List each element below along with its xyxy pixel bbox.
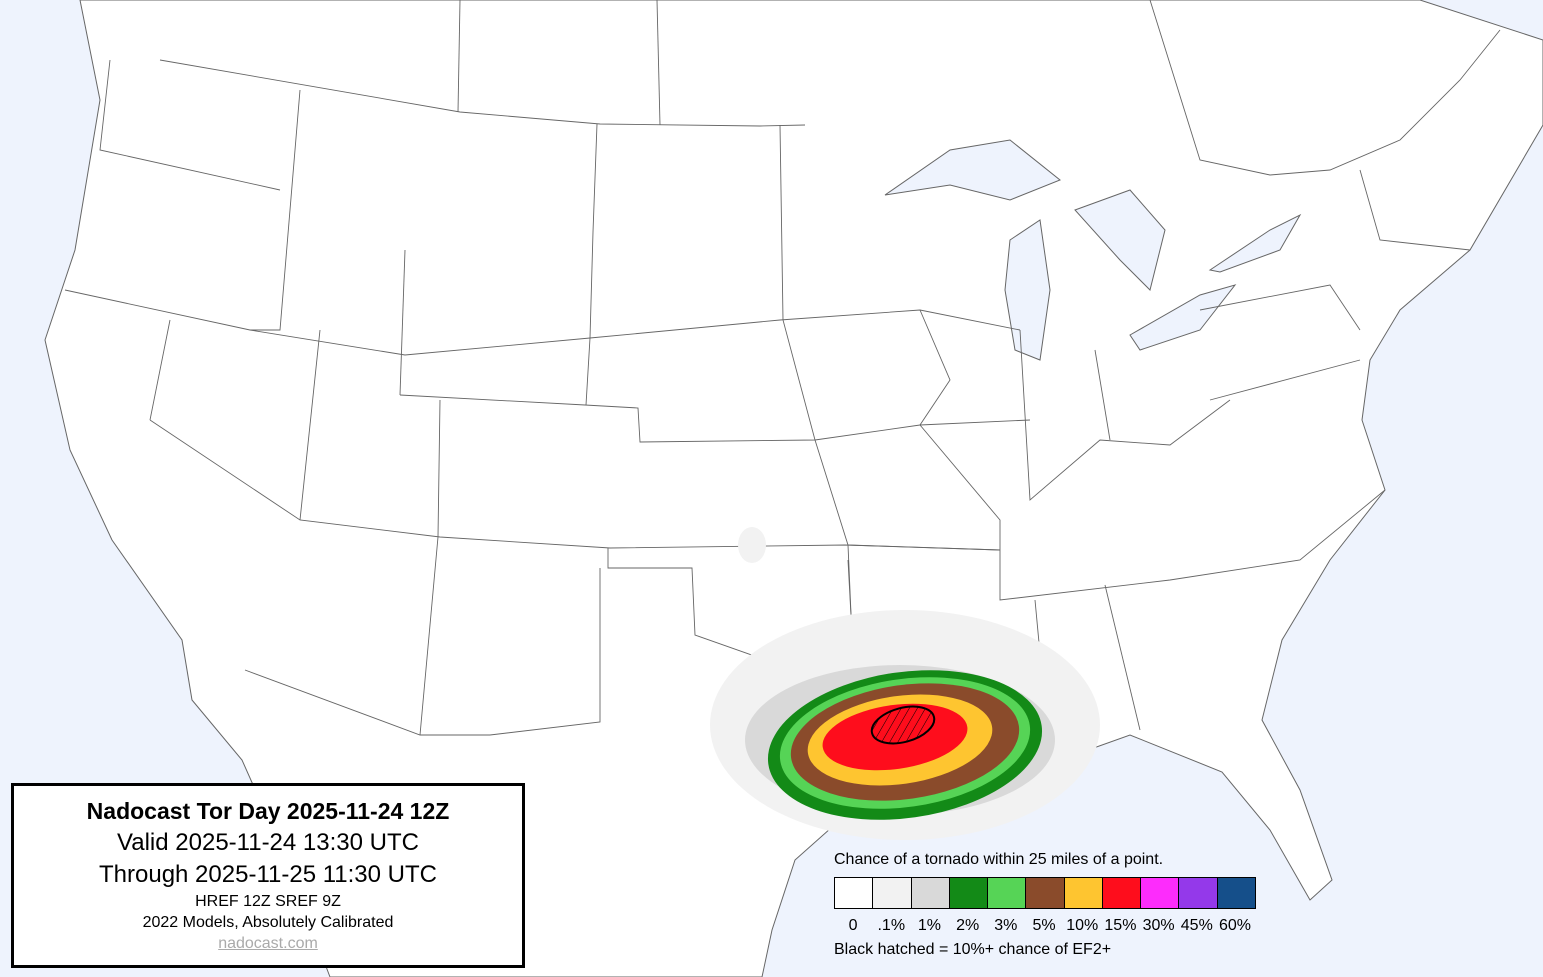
legend-label: 5% [1032, 917, 1056, 934]
legend-swatch [1141, 878, 1180, 908]
legend-swatch [835, 878, 874, 908]
legend-swatches [834, 877, 1256, 909]
calibration-text: 2022 Models, Absolutely Calibrated [142, 914, 394, 931]
legend-labels: 0 .1% 1% 2% 3% 5% 10% 15% 30% 45% 60% [834, 917, 1256, 935]
ef2-hatched-area [870, 705, 936, 745]
legend-swatch [1179, 878, 1218, 908]
legend-label: 30% [1142, 917, 1175, 934]
legend-swatch [1064, 878, 1103, 908]
legend-swatch [911, 878, 950, 908]
legend-swatch [1026, 878, 1065, 908]
state-borders [64, 0, 1501, 761]
legend-swatch [1102, 878, 1142, 908]
legend-title: Chance of a tornado within 25 miles of a… [834, 851, 1164, 868]
legend: Chance of a tornado within 25 miles of a… [834, 851, 1256, 959]
legend-label: 60% [1218, 917, 1251, 934]
legend-swatch [873, 878, 912, 908]
legend-note: Black hatched = 10%+ chance of EF2+ [834, 941, 1112, 958]
title-box: Nadocast Tor Day 2025-11-24 12Z Valid 20… [11, 783, 525, 968]
models-text: HREF 12Z SREF 9Z [195, 893, 341, 910]
legend-label: .1% [877, 917, 906, 934]
legend-swatch [949, 878, 989, 908]
legend-swatch [1217, 878, 1255, 908]
valid-time: Valid 2025-11-24 13:30 UTC [117, 829, 419, 856]
legend-label: 10% [1066, 917, 1099, 934]
legend-label: 0 [848, 917, 858, 934]
legend-label: 45% [1180, 917, 1213, 934]
nadocast-link[interactable]: nadocast.com [218, 935, 318, 952]
tornado-probability-contours [710, 527, 1100, 840]
through-time: Through 2025-11-25 11:30 UTC [99, 861, 437, 888]
legend-swatch [988, 878, 1027, 908]
legend-label: 3% [994, 917, 1018, 934]
great-lakes [884, 139, 1302, 361]
map-title: Nadocast Tor Day 2025-11-24 12Z [86, 798, 450, 824]
legend-label: 2% [956, 917, 980, 934]
legend-label: 1% [917, 917, 942, 934]
contour-0.1pct-spot [738, 527, 766, 563]
legend-label: 15% [1104, 917, 1137, 934]
